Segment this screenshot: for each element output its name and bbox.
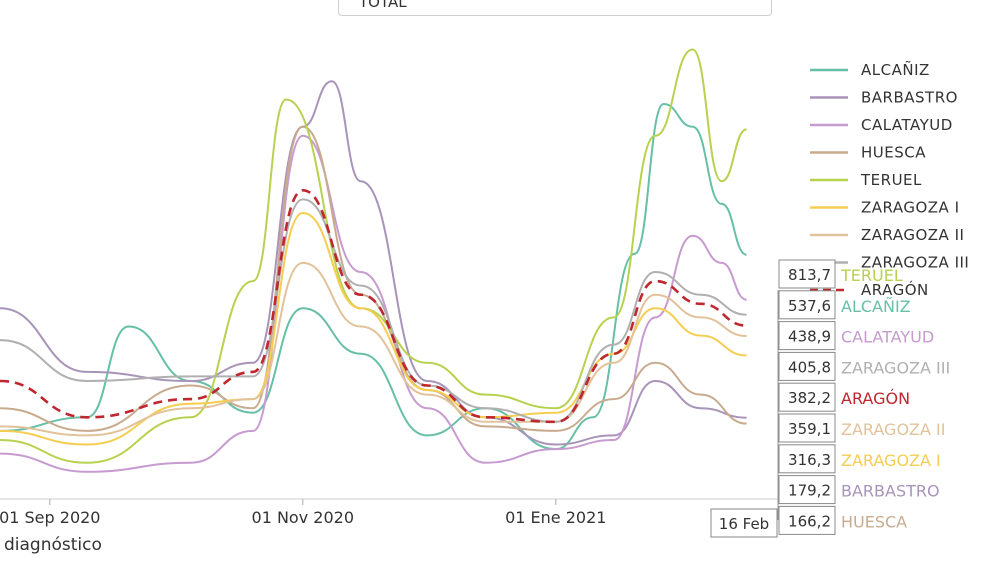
- series-line-huesca: [0, 125, 747, 432]
- end-value-label: 537,6 ALCAÑIZ: [778, 290, 911, 320]
- end-value: 179,2: [788, 482, 831, 500]
- end-value-box: [778, 505, 836, 535]
- series-line-alcañiz: [0, 102, 747, 451]
- end-value: 316,3: [788, 451, 831, 469]
- end-value-label: 382,2 ARAGÓN: [778, 382, 910, 412]
- end-value-box: [778, 259, 836, 289]
- end-value: 166,2: [788, 512, 831, 530]
- end-series-name: BARBASTRO: [841, 482, 940, 501]
- series-line-calatayud: [0, 134, 747, 473]
- end-value: 382,2: [788, 389, 831, 407]
- end-value-label: 813,7 TERUEL: [778, 259, 903, 289]
- end-value-box: [778, 382, 836, 412]
- legend-label: HUESCA: [861, 144, 926, 162]
- legend-label: ZARAGOZA II: [861, 226, 964, 244]
- series-line-zaragoza-i: [0, 211, 747, 446]
- end-value-label: 166,2 HUESCA: [778, 505, 907, 535]
- series-line-zaragoza-ii: [0, 261, 747, 437]
- series-line-barbastro: [0, 80, 747, 446]
- series-line-zaragoza-iii: [0, 198, 747, 423]
- legend-item[interactable]: CALATAYUD: [810, 116, 953, 134]
- end-series-name: ZARAGOZA II: [841, 420, 945, 439]
- legend-label: CALATAYUD: [861, 116, 953, 134]
- end-series-name: ZARAGOZA I: [841, 451, 941, 470]
- end-series-name: ZARAGOZA III: [841, 358, 950, 377]
- legend-label: BARBASTRO: [861, 89, 958, 107]
- x-tick-label: 01 Ene 2021: [505, 508, 606, 527]
- end-value: 438,9: [788, 328, 831, 346]
- legend-item[interactable]: ARAGÓN: [810, 280, 929, 299]
- legend-label: ALCAÑIZ: [861, 60, 930, 79]
- end-value: 359,1: [788, 420, 831, 438]
- end-value: 405,8: [788, 358, 831, 376]
- end-series-name: HUESCA: [841, 512, 907, 531]
- x-tick-label: 01 Nov 2020: [252, 508, 354, 527]
- end-series-name: ARAGÓN: [841, 389, 910, 408]
- end-value-label: 405,8 ZARAGOZA III: [778, 351, 950, 381]
- end-value-box: [778, 290, 836, 320]
- hover-date-box: [710, 508, 778, 538]
- end-value-box: [778, 444, 836, 474]
- series-line-teruel: [0, 48, 747, 464]
- legend-item[interactable]: ZARAGOZA I: [810, 199, 960, 217]
- legend-label: ZARAGOZA I: [861, 199, 960, 217]
- legend-item[interactable]: HUESCA: [810, 144, 926, 162]
- end-series-name: ALCAÑIZ: [841, 297, 911, 316]
- x-tick-label: 01 Sep 2020: [0, 508, 100, 527]
- end-series-name: CALATAYUD: [841, 328, 934, 347]
- end-series-name: TERUEL: [840, 266, 903, 285]
- series-line-aragón: [0, 188, 747, 424]
- legend-label: ZARAGOZA III: [861, 254, 969, 272]
- chart-caption: diagnóstico: [4, 535, 102, 555]
- hover-date-text: 16 Feb: [719, 515, 769, 533]
- end-value-box: [778, 475, 836, 505]
- legend-item[interactable]: TERUEL: [810, 171, 922, 189]
- legend-item[interactable]: BARBASTRO: [810, 89, 958, 107]
- legend-item[interactable]: ZARAGOZA II: [810, 226, 964, 244]
- end-value-box: [778, 413, 836, 443]
- region-selector-value: TOTAL: [359, 0, 407, 11]
- end-value-box: [778, 321, 836, 351]
- end-value-label: 359,1 ZARAGOZA II: [778, 413, 945, 443]
- end-value-label: 179,2 BARBASTRO: [778, 475, 940, 505]
- hover-date-label: 16 Feb: [710, 508, 778, 538]
- legend-item[interactable]: ALCAÑIZ: [810, 60, 930, 79]
- region-selector[interactable]: TOTAL: [338, 0, 772, 16]
- end-value-label: 438,9 CALATAYUD: [778, 321, 934, 351]
- legend-label: TERUEL: [860, 171, 922, 189]
- end-value: 537,6: [788, 297, 831, 315]
- end-value-label: 316,3 ZARAGOZA I: [778, 444, 941, 474]
- end-value: 813,7: [788, 266, 831, 284]
- end-value-box: [778, 351, 836, 381]
- legend-label: ARAGÓN: [861, 280, 929, 299]
